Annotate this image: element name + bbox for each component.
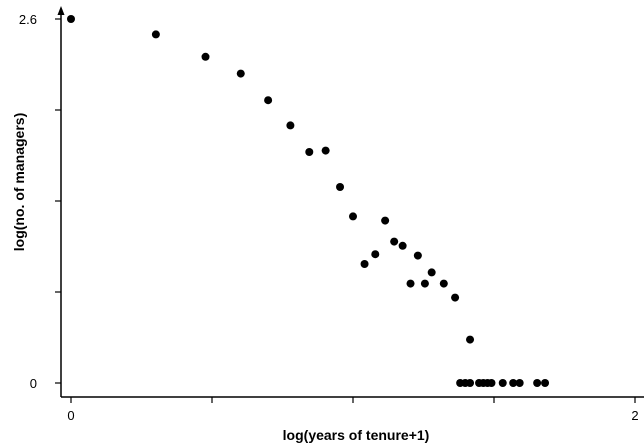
data-point (420, 279, 429, 288)
y-tick-label: 2.6 (19, 12, 37, 27)
data-point (466, 335, 475, 344)
data-point (498, 379, 507, 387)
data-point (381, 216, 390, 225)
axis-ticks: 0 2.6 0 2 (19, 12, 639, 423)
data-point (321, 146, 330, 155)
y-tick-label: 0 (30, 376, 37, 391)
x-tick-label: 0 (67, 408, 74, 423)
data-point (509, 379, 518, 387)
data-point (371, 250, 380, 259)
data-point (286, 121, 295, 130)
data-point (398, 241, 407, 250)
data-point (541, 379, 550, 387)
data-point (413, 251, 422, 260)
data-point (336, 183, 345, 191)
data-point (533, 379, 542, 387)
data-point (439, 279, 448, 288)
data-point (236, 69, 245, 78)
x-axis-label: log(years of tenure+1) (283, 427, 430, 443)
data-point (406, 279, 415, 288)
data-point (67, 15, 75, 23)
data-point (390, 237, 399, 246)
data-points (67, 15, 550, 387)
y-axis-arrow (57, 6, 65, 15)
data-point (515, 379, 524, 387)
data-point (427, 268, 436, 277)
data-point (264, 96, 273, 105)
data-point (349, 212, 357, 221)
data-point (487, 379, 496, 387)
data-point (305, 148, 314, 156)
data-point (151, 30, 160, 39)
data-point (201, 52, 210, 61)
data-point (451, 293, 460, 302)
x-tick-label: 2 (631, 408, 638, 423)
data-point (466, 379, 475, 387)
y-axis-label: log(no. of managers) (11, 113, 27, 251)
data-point (360, 260, 369, 268)
